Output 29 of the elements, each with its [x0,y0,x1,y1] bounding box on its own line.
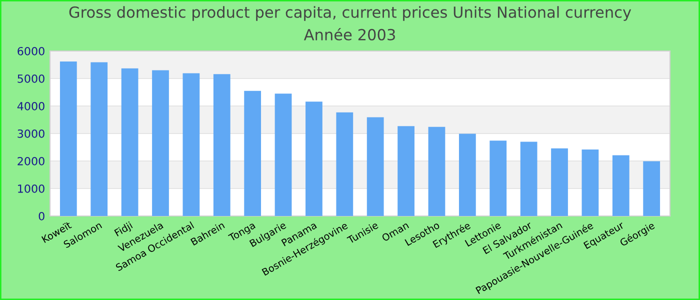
y-tick-label: 6000 [18,46,44,56]
y-tick-label: 3000 [18,129,44,138]
bar [336,112,354,216]
bar [458,134,476,216]
y-tick-label: 0 [38,212,44,220]
bar [121,68,138,216]
bar [274,94,292,216]
chart-subtitle: Année 2003 [304,28,395,40]
y-tick-label: 2000 [18,156,44,166]
bar [306,102,322,216]
bar [551,148,568,216]
chart-title: Gross domestic product per capita, current prices Units National currency [69,6,632,21]
bar [152,70,169,216]
bar [182,73,200,216]
bar [428,126,446,216]
bar [90,62,108,216]
bar [398,126,414,216]
bar [213,74,230,216]
y-tick-label: 5000 [18,74,44,83]
bar [490,140,507,216]
bar [366,117,384,216]
y-tick-label: 1000 [18,184,44,193]
bar [643,161,660,216]
bar [582,149,599,216]
bar [612,155,630,216]
bar [520,142,538,216]
y-tick-label: 4000 [17,102,44,110]
bar [60,61,77,216]
bar [244,90,262,216]
